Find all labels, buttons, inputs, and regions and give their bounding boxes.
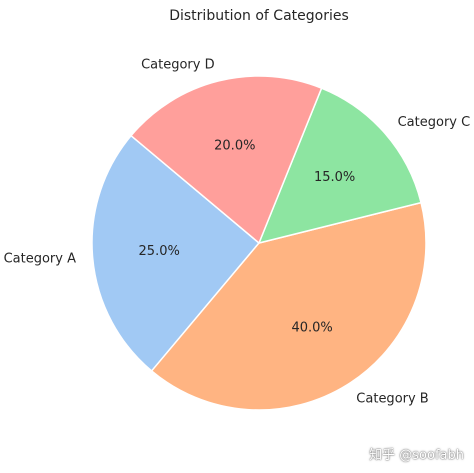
category-label-category-c: Category C — [398, 115, 471, 130]
category-label-category-d: Category D — [141, 57, 215, 72]
category-label-category-b: Category B — [356, 391, 428, 406]
pie-slice-category-d — [130, 75, 323, 244]
pie-slice-category-c — [258, 87, 422, 244]
percent-label-category-a: 25.0% — [139, 244, 180, 259]
pie-labels: 25.0% Category A 40.0% Category B 15.0% Categ… — [4, 57, 471, 406]
percent-label-category-d: 20.0% — [214, 138, 255, 153]
category-label-category-a: Category A — [4, 252, 77, 267]
watermark: 知乎 @soofabh — [369, 448, 464, 463]
pie-slices — [91, 75, 427, 411]
pie-slice-category-a — [91, 134, 260, 372]
chart-title: Distribution of Categories — [169, 8, 349, 24]
percent-label-category-c: 15.0% — [314, 170, 355, 185]
pie-slice-category-b — [150, 201, 427, 411]
percent-label-category-b: 40.0% — [291, 321, 332, 336]
